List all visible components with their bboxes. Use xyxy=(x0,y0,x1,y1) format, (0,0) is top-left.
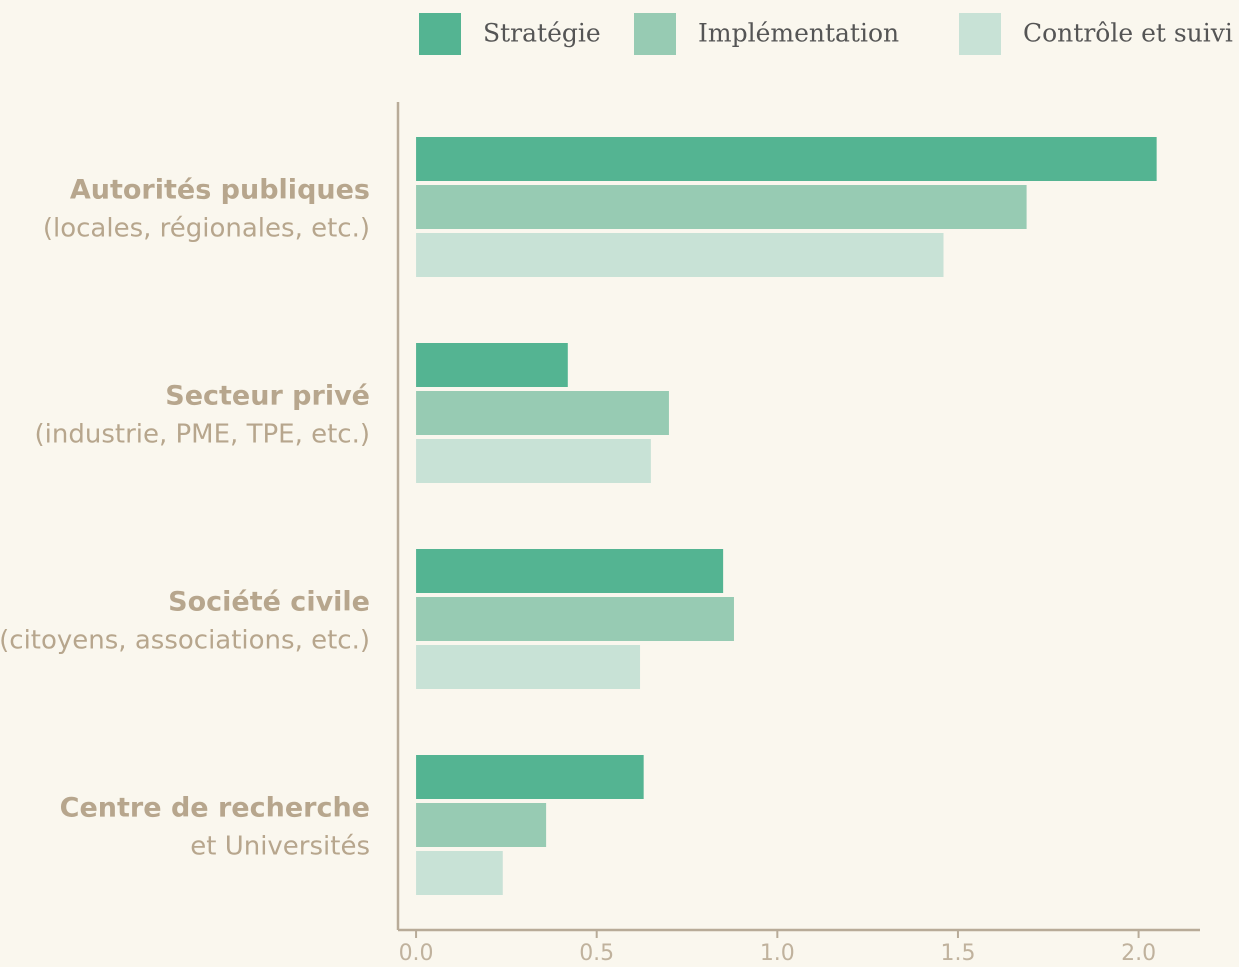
bar xyxy=(416,549,724,593)
category-label: (locales, régionales, etc.) xyxy=(43,214,370,244)
legend-swatch xyxy=(419,13,461,55)
x-tick-label: 0.0 xyxy=(399,941,434,966)
category-label: Secteur privé xyxy=(165,381,370,412)
category-label: (citoyens, associations, etc.) xyxy=(0,626,370,656)
category-label: Autorités publiques xyxy=(70,175,370,206)
legend-swatch xyxy=(634,13,676,55)
x-tick-label: 0.5 xyxy=(579,941,614,966)
category-label: et Universités xyxy=(190,832,370,862)
bar xyxy=(416,597,734,641)
x-tick-label: 2.0 xyxy=(1121,941,1156,966)
bar xyxy=(416,439,651,483)
category-label: (industrie, PME, TPE, etc.) xyxy=(35,420,371,450)
legend-label: Contrôle et suivi xyxy=(1023,19,1233,48)
legend-swatch xyxy=(959,13,1001,55)
category-label: Société civile xyxy=(168,587,370,618)
legend-label: Stratégie xyxy=(483,19,601,48)
bar xyxy=(416,185,1027,229)
bar xyxy=(416,803,547,847)
bar xyxy=(416,755,644,799)
bar xyxy=(416,233,944,277)
bar xyxy=(416,343,568,387)
bar xyxy=(416,645,641,689)
bar xyxy=(416,391,669,435)
bar xyxy=(416,137,1157,181)
bar xyxy=(416,851,503,895)
category-label: Centre de recherche xyxy=(60,793,370,824)
legend-label: Implémentation xyxy=(698,19,899,48)
x-tick-label: 1.5 xyxy=(940,941,975,966)
x-tick-label: 1.0 xyxy=(760,941,795,966)
